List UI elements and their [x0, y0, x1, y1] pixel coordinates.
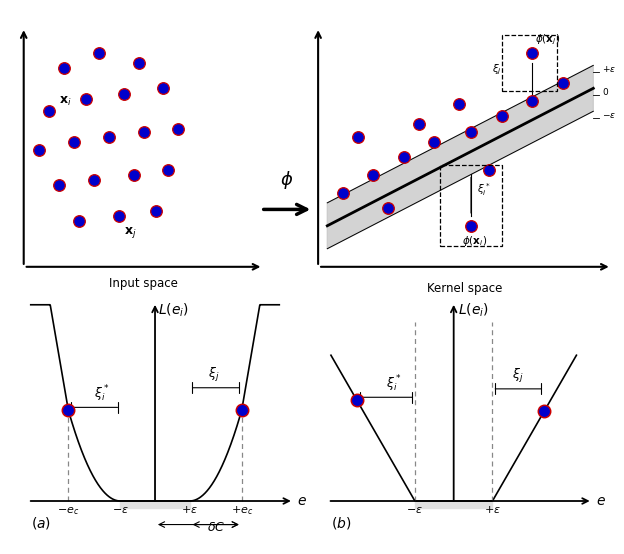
Text: $-\varepsilon$: $-\varepsilon$ [406, 505, 424, 515]
Point [139, 127, 149, 136]
Text: $(a)$: $(a)$ [31, 515, 51, 531]
Point [454, 99, 464, 108]
Point [399, 153, 409, 162]
Point [34, 145, 44, 154]
Text: Kernel space: Kernel space [427, 282, 502, 295]
Point [173, 125, 183, 134]
Point [497, 112, 507, 121]
Point [129, 171, 139, 179]
Point [134, 59, 144, 68]
Text: $e$: $e$ [596, 494, 606, 508]
Point [163, 166, 173, 175]
Text: $\xi_j$: $\xi_j$ [512, 367, 524, 385]
Point [527, 48, 537, 57]
Text: $\phi$: $\phi$ [280, 169, 294, 191]
Point [466, 222, 476, 230]
Text: $+\varepsilon$: $+\varepsilon$ [484, 504, 501, 515]
Text: $\xi_j$: $\xi_j$ [492, 63, 502, 77]
Bar [502, 35, 557, 91]
Point [558, 79, 568, 88]
Text: $+e_c$: $+e_c$ [230, 504, 253, 517]
Point [69, 137, 79, 146]
Polygon shape [327, 65, 593, 249]
Point [484, 166, 494, 175]
Point [414, 120, 424, 129]
Text: $\xi_j$: $\xi_j$ [208, 366, 220, 384]
Text: $-\varepsilon$: $-\varepsilon$ [112, 505, 129, 515]
Point [383, 204, 393, 213]
Text: $+\varepsilon$: $+\varepsilon$ [181, 504, 198, 515]
Text: $\xi_i^*$: $\xi_i^*$ [477, 181, 490, 198]
Point [89, 176, 99, 184]
Point [353, 132, 363, 141]
Text: $(b)$: $(b)$ [331, 515, 351, 531]
Text: $-\varepsilon$: $-\varepsilon$ [602, 111, 617, 120]
Point [94, 48, 104, 57]
Point [527, 97, 537, 106]
Text: $L(e_i)$: $L(e_i)$ [158, 302, 190, 319]
Point [466, 127, 476, 136]
Point [74, 217, 84, 225]
Text: $\xi_i^*$: $\xi_i^*$ [94, 384, 110, 404]
Point [54, 181, 64, 189]
Point [429, 137, 439, 146]
Point [119, 89, 129, 98]
Text: $\phi(\mathbf{x}_i)$: $\phi(\mathbf{x}_i)$ [462, 234, 487, 248]
Text: 0: 0 [602, 88, 608, 96]
Text: $e$: $e$ [296, 494, 306, 508]
Text: $\mathbf{x}_i$: $\mathbf{x}_i$ [59, 95, 71, 108]
Point [44, 107, 54, 116]
Point [151, 206, 161, 215]
Text: $\mathbf{x}_j$: $\mathbf{x}_j$ [124, 225, 136, 240]
Text: $\delta C$: $\delta C$ [207, 521, 225, 534]
Point [104, 132, 114, 141]
Text: Input space: Input space [109, 277, 178, 290]
Point [114, 212, 124, 220]
Point [338, 188, 348, 197]
Point [236, 406, 246, 414]
Text: $L(e_i)$: $L(e_i)$ [457, 302, 489, 319]
Text: $\xi_i^*$: $\xi_i^*$ [386, 374, 402, 394]
Point [81, 94, 91, 103]
Point [158, 84, 168, 93]
Point [63, 406, 73, 414]
Text: $+\varepsilon$: $+\varepsilon$ [602, 64, 617, 74]
Point [352, 396, 362, 404]
Point [59, 64, 69, 73]
Text: $\phi(\mathbf{x}_j)$: $\phi(\mathbf{x}_j)$ [535, 33, 560, 47]
Text: $-e_c$: $-e_c$ [57, 505, 79, 517]
Point [539, 407, 549, 416]
Bar [441, 165, 502, 247]
Point [368, 171, 378, 179]
